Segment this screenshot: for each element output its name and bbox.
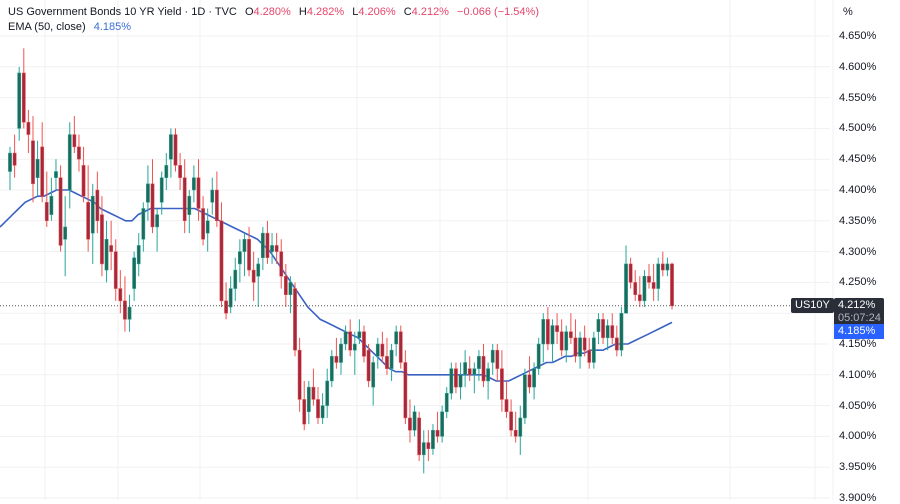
ema-line: [0, 189, 673, 382]
ema-row[interactable]: EMA (50, close) 4.185%: [8, 20, 539, 35]
ema-value: 4.185%: [93, 21, 132, 33]
ema-label: EMA (50, close): [8, 21, 86, 33]
price-tick: 4.150%: [839, 338, 877, 350]
last-price: 4.212%: [838, 299, 876, 311]
price-tick: 4.300%: [839, 245, 877, 258]
price-tick: 4.400%: [839, 184, 877, 196]
high-value: 4.282%: [306, 6, 345, 18]
open-value: 4.280%: [253, 6, 291, 18]
price-tick: 4.050%: [839, 399, 877, 412]
price-tick: 4.600%: [839, 60, 877, 73]
ema-price-tag: 4.185%: [834, 324, 884, 339]
grid-lines: [0, 0, 834, 500]
price-tick: 4.350%: [839, 214, 877, 227]
price-tick: 4.500%: [839, 122, 877, 135]
low-value: 4.206%: [358, 6, 396, 18]
price-tick: 3.900%: [839, 492, 877, 504]
symbol-tag: US10Y: [791, 298, 834, 313]
price-tick: 4.650%: [839, 30, 877, 42]
price-tick: 4.250%: [839, 276, 877, 289]
axis-unit: %: [843, 6, 853, 18]
candles: [8, 48, 674, 474]
price-tick: 4.100%: [839, 368, 877, 381]
chart-legend: US Government Bonds 10 YR Yield · 1D · T…: [8, 5, 539, 35]
close-value: 4.212%: [411, 6, 449, 18]
symbol-row: US Government Bonds 10 YR Yield · 1D · T…: [8, 6, 539, 18]
symbol-title: US Government Bonds 10 YR Yield · 1D · T…: [8, 6, 237, 18]
price-tick: 3.950%: [839, 461, 877, 474]
bar-countdown: 05:07:24: [838, 312, 881, 324]
price-tick: 4.550%: [839, 91, 877, 104]
last-price-tag: 4.212% 05:07:24: [834, 298, 884, 326]
price-tick: 4.000%: [839, 430, 877, 443]
price-tick: 4.450%: [839, 153, 877, 166]
change-value: −0.066 (−1.54%): [457, 6, 539, 18]
